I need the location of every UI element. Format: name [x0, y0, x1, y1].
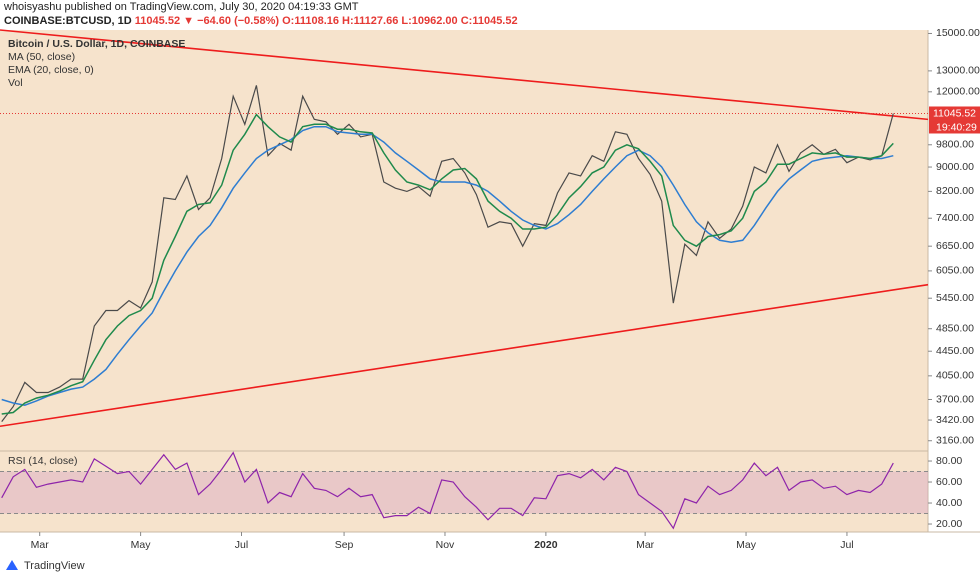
pane-title: RSI (14, close) [8, 455, 77, 467]
trendline [0, 283, 929, 428]
y-tick-label: 9800.00 [936, 139, 974, 151]
y-tick-label: 80.00 [936, 455, 962, 467]
high: H:11127.66 [342, 15, 399, 27]
y-tick-label: 6050.00 [936, 265, 974, 277]
tv-logo [6, 560, 18, 570]
legend-entry: EMA (20, close, 0) [8, 64, 94, 76]
change: ▼ −64.60 (−0.58%) [183, 15, 280, 27]
close: C:11045.52 [460, 15, 518, 27]
last-price-label: 11045.52 [933, 107, 976, 119]
timer-box [929, 120, 980, 134]
low: L:10962.00 [401, 15, 458, 27]
x-tick-label: May [736, 539, 757, 551]
y-tick-label: 40.00 [936, 497, 962, 509]
legend-entry: Vol [8, 77, 23, 89]
footer-brand: TradingView [24, 560, 85, 572]
plot-bg [0, 30, 928, 532]
y-tick-label: 15000.00 [936, 27, 980, 39]
x-tick-label: Jul [840, 539, 853, 551]
series-line [1, 451, 894, 530]
y-tick-label: 7400.00 [936, 212, 974, 224]
y-tick-label: 4050.00 [936, 370, 974, 382]
legend-entry: Bitcoin / U.S. Dollar, 1D, COINBASE [8, 38, 185, 50]
last: 11045.52 [134, 15, 181, 27]
open: O:11108.16 [282, 15, 339, 27]
y-tick-label: 20.00 [936, 518, 962, 530]
y-tick-label: 3160.00 [936, 435, 974, 447]
x-tick-label: Mar [31, 539, 50, 551]
y-tick-label: 9000.00 [936, 161, 974, 173]
legend-entry: MA (50, close) [8, 51, 75, 63]
symbol: COINBASE:BTCUSD, 1D [4, 15, 132, 27]
x-tick-label: Jul [235, 539, 248, 551]
last-price-box [929, 106, 980, 121]
y-tick-label: 6650.00 [936, 240, 974, 252]
trendline [0, 29, 929, 121]
series-line [1, 125, 894, 406]
y-tick-label: 8200.00 [936, 185, 974, 197]
x-tick-label: 2020 [534, 539, 558, 551]
y-tick-label: 4850.00 [936, 322, 974, 334]
series-line [1, 85, 894, 422]
x-tick-label: Nov [436, 539, 455, 551]
y-tick-label: 3700.00 [936, 393, 974, 405]
series-line [1, 113, 894, 415]
x-tick-label: May [131, 539, 152, 551]
rsi-band [0, 471, 928, 514]
x-tick-label: Sep [335, 539, 354, 551]
quote-line: COINBASE:BTCUSD, 1D 11045.52 ▼ −64.60 (−… [4, 15, 518, 27]
published: whoisyashu published on TradingView.com,… [4, 1, 359, 13]
x-tick-label: Mar [636, 539, 655, 551]
y-tick-label: 13000.00 [936, 65, 980, 77]
price-timer: 19:40:29 [936, 121, 977, 133]
y-tick-label: 4450.00 [936, 345, 974, 357]
y-tick-label: 12000.00 [936, 86, 980, 98]
y-tick-label: 5450.00 [936, 292, 974, 304]
y-tick-label: 60.00 [936, 476, 962, 488]
y-tick-label: 3420.00 [936, 414, 974, 426]
